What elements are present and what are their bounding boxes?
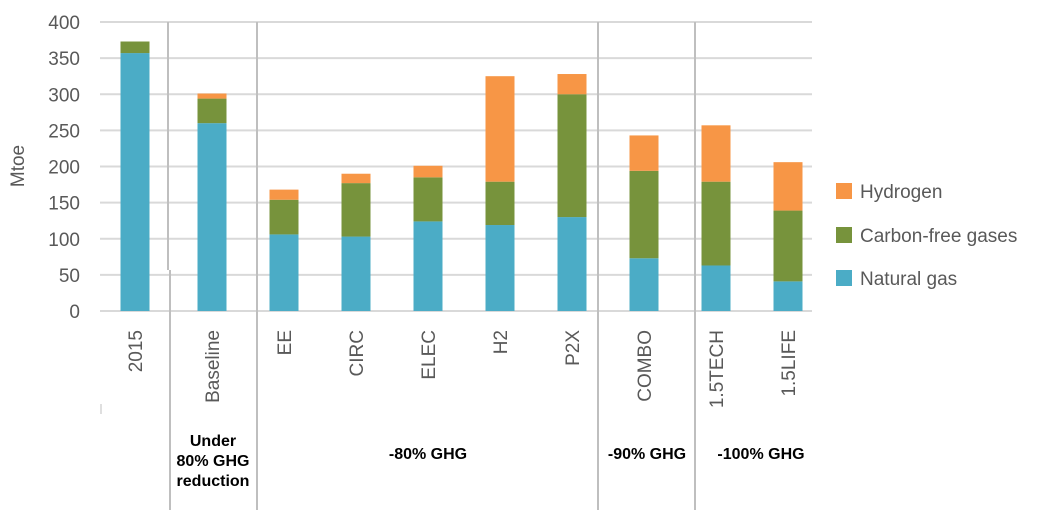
y-tick-label: 350	[48, 49, 80, 70]
bar-natural-gas	[701, 265, 731, 311]
y-axis-label: Mtoe	[8, 145, 29, 187]
y-tick-label: 50	[59, 266, 80, 287]
group-label: 80% GHG	[177, 453, 250, 470]
x-tick-label: 2015	[126, 330, 147, 372]
group-label: -100% GHG	[717, 446, 804, 463]
y-tick-label: 100	[48, 230, 80, 251]
group-label: Under	[190, 433, 236, 450]
bar-carbon-free-gases	[773, 210, 803, 282]
bar-carbon-free-gases	[341, 183, 371, 237]
bar-hydrogen	[629, 135, 659, 171]
x-tick-label: COMBO	[635, 330, 656, 402]
bar-natural-gas	[629, 258, 659, 311]
x-tick-label: EE	[275, 330, 296, 355]
bar-natural-gas	[197, 123, 227, 312]
bar-natural-gas	[120, 53, 150, 311]
bar-carbon-free-gases	[120, 41, 150, 54]
bar-hydrogen	[413, 165, 443, 178]
bar-hydrogen	[557, 74, 587, 95]
bar-natural-gas	[557, 217, 587, 311]
legend-swatch	[836, 183, 852, 199]
bar-hydrogen	[341, 173, 371, 184]
bar-natural-gas	[341, 236, 371, 311]
bar-carbon-free-gases	[197, 98, 227, 124]
y-tick-label: 200	[48, 158, 80, 179]
x-tick-label: Baseline	[203, 330, 224, 403]
bar-carbon-free-gases	[701, 181, 731, 266]
bar-carbon-free-gases	[485, 181, 515, 226]
bar-hydrogen	[269, 189, 299, 200]
x-tick-label: CIRC	[347, 330, 368, 376]
y-tick-label: 150	[48, 194, 80, 215]
bar-natural-gas	[773, 281, 803, 311]
bar-natural-gas	[269, 234, 299, 311]
legend-label: Hydrogen	[860, 182, 942, 203]
y-tick-label: 300	[48, 85, 80, 106]
y-tick-label: 250	[48, 121, 80, 142]
bar-carbon-free-gases	[269, 199, 299, 235]
y-tick-label: 0	[69, 302, 80, 323]
bar-hydrogen	[773, 162, 803, 211]
legend-swatch	[836, 270, 852, 286]
bar-carbon-free-gases	[629, 170, 659, 259]
bar-hydrogen	[197, 93, 227, 99]
x-tick-label: H2	[491, 330, 512, 354]
legend-label: Natural gas	[860, 269, 957, 290]
y-tick-label: 400	[48, 13, 80, 34]
bar-natural-gas	[485, 225, 515, 311]
bar-hydrogen	[701, 125, 731, 182]
bar-carbon-free-gases	[413, 177, 443, 222]
bar-natural-gas	[413, 221, 443, 311]
x-tick-label: P2X	[563, 330, 584, 366]
x-tick-label: 1.5LIFE	[779, 330, 800, 397]
legend-swatch	[836, 227, 852, 243]
group-label: reduction	[177, 473, 250, 490]
x-tick-label: 1.5TECH	[707, 330, 728, 408]
group-label: -90% GHG	[608, 446, 686, 463]
bar-hydrogen	[485, 76, 515, 182]
x-tick-label: ELEC	[419, 330, 440, 380]
bar-carbon-free-gases	[557, 94, 587, 218]
group-label: -80% GHG	[389, 446, 467, 463]
legend-label: Carbon-free gases	[860, 226, 1017, 247]
